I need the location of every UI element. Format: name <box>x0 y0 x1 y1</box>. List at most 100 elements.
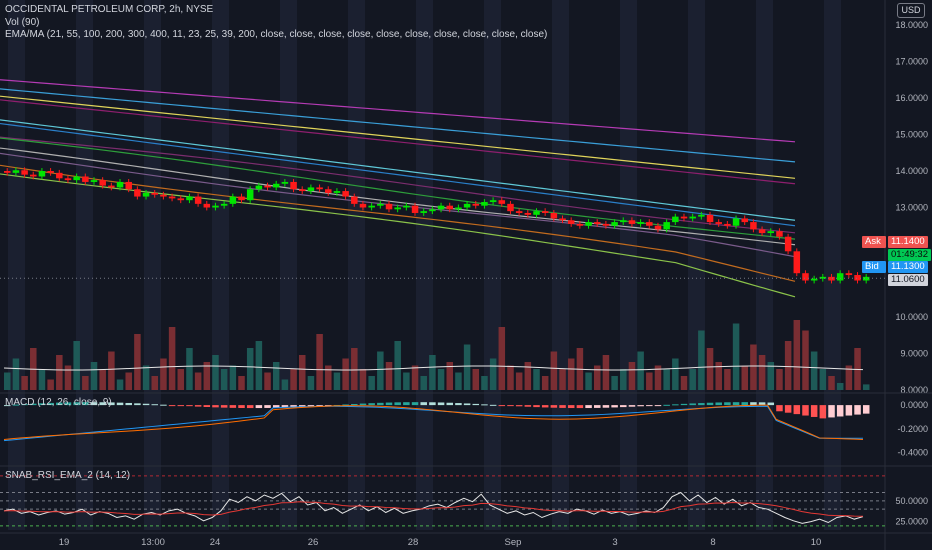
candle-body <box>203 203 211 208</box>
macd-histogram-bar <box>854 405 861 415</box>
candle-body <box>611 222 618 226</box>
volume-bar <box>784 341 792 390</box>
volume-bar <box>333 372 341 390</box>
session-shade <box>212 0 229 530</box>
candle-body <box>567 220 575 224</box>
time-axis-tick: 19 <box>59 537 70 548</box>
candle-body <box>299 189 306 192</box>
candle-body <box>524 212 532 215</box>
candle-body <box>793 251 801 274</box>
macd-histogram-bar <box>836 405 844 417</box>
candle-body <box>342 191 349 197</box>
volume-bar <box>472 369 480 390</box>
candle-body <box>47 171 54 173</box>
volume-bar <box>394 341 401 390</box>
candle-body <box>134 189 141 197</box>
candle-body <box>38 171 46 177</box>
candle-body <box>654 225 662 230</box>
candle-body <box>680 216 688 219</box>
macd-histogram-bar <box>576 405 584 409</box>
bid-price-tag: 11.1300 <box>888 261 928 273</box>
volume-bar <box>403 372 410 390</box>
candle-body <box>359 203 367 208</box>
volume-bar <box>368 376 375 390</box>
macd-histogram-bar <box>316 405 323 407</box>
volume-bar <box>585 372 592 390</box>
volume-bar <box>776 369 783 390</box>
candle-body <box>481 202 488 206</box>
candle-body <box>637 222 644 224</box>
candle-body <box>463 203 471 208</box>
macd-histogram-bar <box>290 405 297 408</box>
time-axis-tick: Sep <box>505 537 522 548</box>
volume-bar <box>64 365 72 390</box>
session-shade <box>8 0 25 530</box>
macd-histogram-bar <box>99 402 106 406</box>
rsi-ema-line <box>3 501 863 517</box>
volume-bar <box>628 362 636 390</box>
volume-bar <box>56 355 63 390</box>
volume-bar <box>672 358 679 390</box>
ema-line <box>0 95 796 179</box>
ema-line <box>0 137 796 240</box>
macd-histogram-bar <box>437 402 445 406</box>
candle-body <box>810 278 818 281</box>
volume-bar <box>698 330 705 390</box>
volume-bar <box>385 362 393 390</box>
macd-histogram-bar <box>177 405 185 407</box>
candle-body <box>819 276 827 279</box>
currency-button[interactable]: USD <box>897 3 925 18</box>
time-axis-tick: 3 <box>612 537 617 548</box>
macd-histogram-bar <box>368 403 375 406</box>
session-shade <box>552 0 569 530</box>
volume-bar <box>680 376 688 390</box>
candle-body <box>646 222 653 226</box>
session-shade <box>620 0 637 530</box>
candle-body <box>515 211 523 213</box>
volume-bar <box>455 372 462 390</box>
macd-histogram-bar <box>559 405 566 408</box>
volume-bar <box>481 376 488 390</box>
macd-histogram-bar <box>73 402 80 406</box>
macd-histogram-bar <box>160 404 167 406</box>
macd-histogram-bar <box>385 402 393 406</box>
macd-histogram-bar <box>299 405 306 407</box>
volume-bar <box>706 348 714 390</box>
volume-bar <box>420 376 427 390</box>
candle-body <box>489 200 497 203</box>
volume-bar <box>828 376 835 390</box>
macd-histogram-bar <box>56 402 63 406</box>
volume-bar <box>810 351 818 390</box>
macd-histogram-bar <box>220 405 228 408</box>
rsi-legend: SNAB_RSI_EMA_2 (14, 12) <box>5 470 131 481</box>
macd-histogram-bar <box>507 405 514 407</box>
candle-body <box>142 192 150 197</box>
volume-bar <box>290 369 297 390</box>
volume-bar <box>498 327 506 390</box>
macd-histogram-bar <box>21 404 28 406</box>
rsi-axis-tick: 50.0000 <box>895 496 928 506</box>
volume-bar <box>567 358 575 390</box>
volume-bar <box>594 365 601 390</box>
rsi-line <box>3 491 864 524</box>
macd-histogram-bar <box>429 402 436 406</box>
candle-body <box>30 174 37 177</box>
volume-bar <box>38 369 46 390</box>
macd-histogram-bar <box>281 405 289 408</box>
macd-histogram-bar <box>672 404 679 406</box>
volume-bar <box>116 379 124 390</box>
candle-body <box>576 223 584 226</box>
volume-bar <box>507 365 514 390</box>
candle-body <box>116 181 124 188</box>
macd-histogram-bar <box>654 405 662 407</box>
ema-line <box>0 173 796 298</box>
macd-histogram-bar <box>541 405 549 408</box>
volume-bar <box>4 372 11 390</box>
volume-bar <box>151 376 159 390</box>
candle-body <box>316 187 323 190</box>
volume-bar <box>802 330 809 390</box>
candle-body <box>385 203 393 210</box>
session-shade <box>76 0 93 530</box>
